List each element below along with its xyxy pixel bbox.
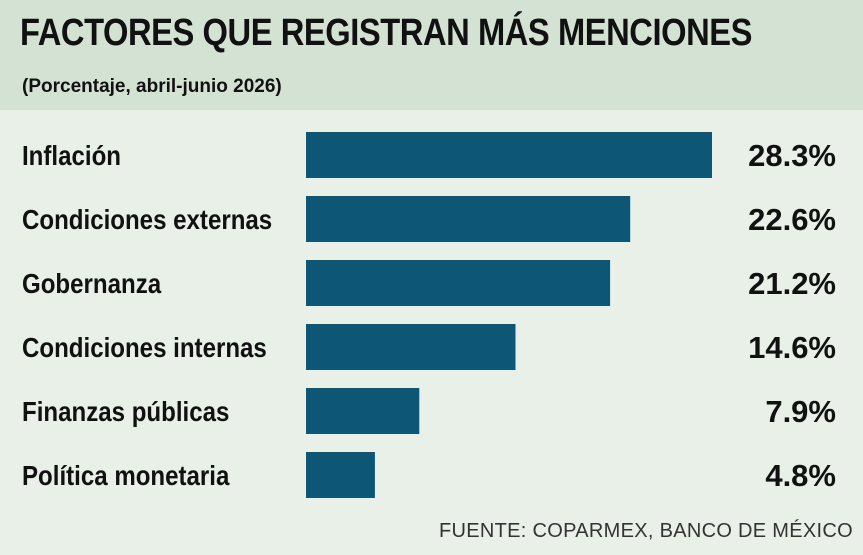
value-label: 28.3% [748, 138, 836, 173]
category-label: Condiciones externas [22, 203, 272, 235]
bar [306, 260, 611, 306]
value-label: 22.6% [748, 202, 836, 237]
bar [306, 132, 712, 178]
bar [306, 196, 631, 242]
value-label: 7.9% [765, 394, 836, 429]
source-note: FUENTE: COPARMEX, BANCO DE MÉXICO [438, 520, 853, 542]
bar-chart: Inflación 28.3% Condiciones externas 22.6% G… [22, 132, 836, 498]
category-label: Gobernanza [22, 267, 162, 299]
value-label: 14.6% [748, 330, 836, 365]
value-label: 21.2% [748, 266, 836, 301]
bar [306, 452, 375, 498]
chart-title: FACTORES QUE REGISTRAN MÁS MENCIONES [20, 12, 753, 54]
category-label: Finanzas públicas [22, 395, 229, 427]
header-band [0, 0, 863, 110]
bar [306, 388, 420, 434]
category-label: Inflación [22, 139, 121, 171]
category-label: Condiciones internas [22, 331, 267, 363]
value-label: 4.8% [765, 458, 836, 493]
category-label: Política monetaria [22, 459, 230, 491]
bar [306, 324, 516, 370]
chart-subtitle: (Porcentaje, abril-junio 2026) [22, 76, 282, 97]
